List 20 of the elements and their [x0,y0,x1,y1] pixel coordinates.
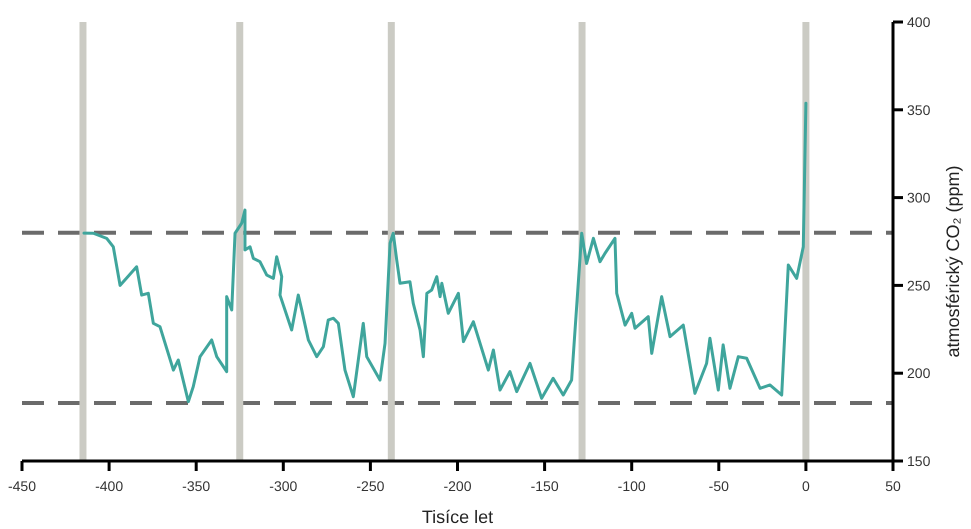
y-tick-label: 300 [907,190,931,206]
x-tick-label: 50 [885,478,901,494]
y-tick-label: 150 [907,453,931,469]
x-tick-label: -350 [182,478,210,494]
x-tick-label: 0 [802,478,810,494]
x-tick-label: -50 [708,478,730,494]
x-tick-label: -200 [443,478,472,494]
x-tick-label: -250 [356,478,385,494]
x-tick-label: -450 [8,478,36,494]
y-tick-label: 200 [907,365,931,382]
y-tick-label: 250 [907,277,931,294]
line-series [82,102,808,404]
y-tick-label: 400 [907,14,931,30]
x-tick-label: -100 [618,478,646,494]
x-tick-label: -300 [269,478,298,494]
x-axis-title: Tisíce let [422,507,494,527]
x-tick-label: -150 [530,478,559,494]
y-tick-label: 350 [907,102,931,118]
x-tick-label: -400 [95,478,124,494]
y-axis-title: atmosférický CO₂ (ppm) [943,165,963,358]
